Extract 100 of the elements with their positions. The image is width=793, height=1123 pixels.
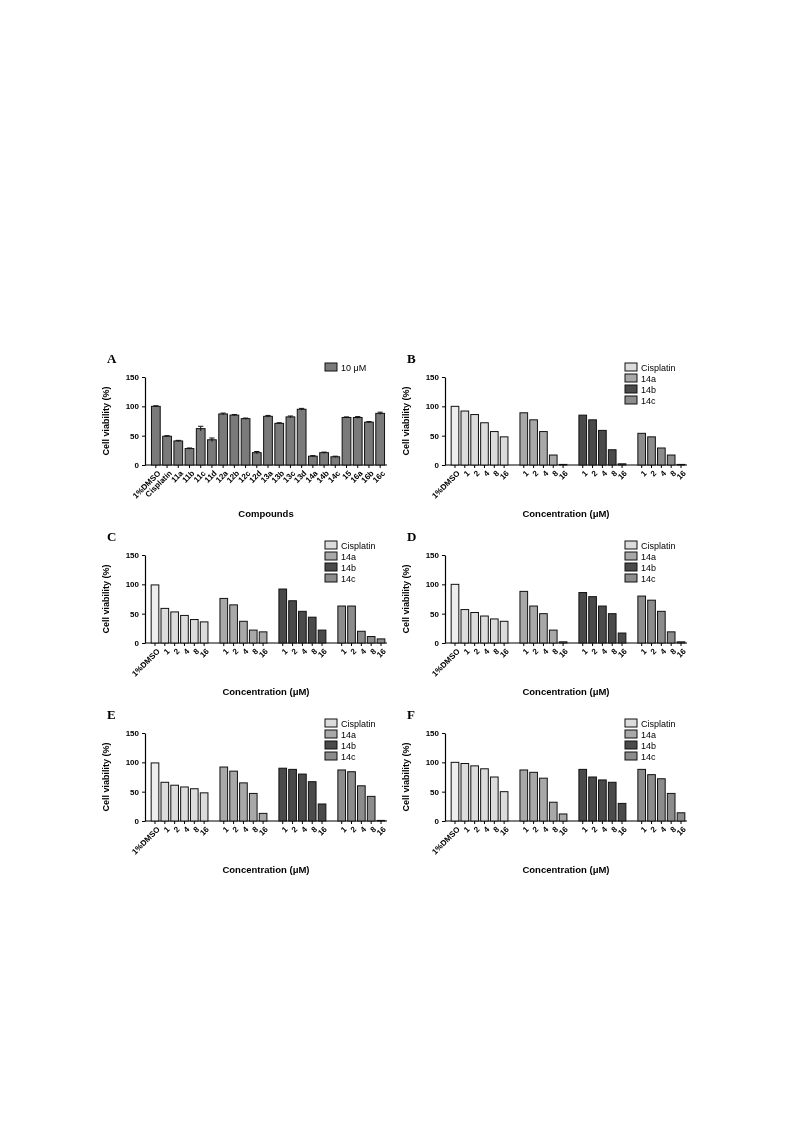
y-tick-label: 50	[130, 609, 140, 619]
x-tick-label: 4	[599, 646, 610, 657]
y-tick-label: 50	[430, 431, 440, 441]
y-axis-title: Cell viability (%)	[101, 564, 111, 634]
x-tick-label: 2	[648, 646, 659, 657]
y-tick-label: 50	[130, 787, 140, 797]
y-tick-label: 50	[430, 609, 440, 619]
y-tick-label: 150	[425, 729, 440, 739]
x-tick-label: 2	[471, 824, 482, 835]
x-tick-label: 2	[589, 824, 600, 835]
x-tick-label: 4	[658, 468, 669, 479]
x-tick-label: 16	[498, 468, 512, 482]
legend-label: 10 μM	[341, 362, 367, 373]
x-axis-title: Concentration (μM)	[522, 686, 610, 697]
x-tick-label: 1	[521, 468, 531, 479]
y-tick-label: 0	[434, 817, 440, 827]
y-tick-label: 100	[425, 402, 440, 412]
x-tick-label: 1	[580, 646, 590, 657]
x-axis-title: Concentration (μM)	[522, 864, 610, 875]
y-axis-title: Cell viability (%)	[401, 564, 411, 634]
y-tick-label: 150	[425, 551, 440, 561]
legend-label: 14a	[641, 729, 657, 740]
y-tick-label: 0	[134, 817, 140, 827]
y-axis-title: Cell viability (%)	[401, 386, 411, 456]
y-tick-label: 150	[125, 729, 140, 739]
x-tick-label: 16	[257, 646, 271, 660]
legend-label: 14b	[641, 740, 657, 751]
x-tick-label: 2	[230, 824, 241, 835]
y-tick-label: 100	[425, 758, 440, 768]
legend-label: 14c	[341, 573, 357, 584]
x-tick-label: 2	[471, 646, 482, 657]
legend-label: 14c	[641, 751, 657, 762]
x-tick-label: 1	[280, 824, 290, 835]
x-tick-label: 1	[638, 468, 649, 479]
legend-label: Cisplatin	[641, 718, 676, 729]
x-tick-label: 1	[338, 646, 349, 657]
x-tick-label: 1	[580, 824, 590, 835]
x-tick-label: 2	[530, 468, 541, 479]
x-tick-label: 2	[648, 468, 659, 479]
x-tick-label: 16	[616, 824, 630, 838]
y-tick-label: 100	[425, 580, 440, 590]
x-tick-label: 4	[540, 646, 551, 657]
x-tick-label: 16	[316, 646, 330, 660]
x-tick-label: 4	[358, 646, 369, 657]
x-tick-label: 2	[348, 824, 359, 835]
x-tick-label: 4	[358, 824, 369, 835]
chart-title: F	[407, 707, 415, 722]
x-tick-label: 4	[599, 824, 610, 835]
legend-label: 14b	[341, 562, 357, 573]
legend-label: 14a	[341, 551, 357, 562]
y-tick-label: 100	[125, 402, 140, 412]
legend-label: 14c	[641, 395, 657, 406]
x-tick-label: 2	[589, 468, 600, 479]
x-tick-label: 2	[171, 824, 182, 835]
x-tick-label: 4	[658, 646, 669, 657]
x-tick-label: 1	[221, 824, 231, 835]
y-tick-label: 0	[434, 639, 440, 649]
y-tick-label: 150	[125, 373, 140, 383]
x-tick-label: 1	[638, 824, 649, 835]
x-tick-label: 16	[498, 646, 512, 660]
y-tick-label: 0	[134, 461, 140, 471]
legend-label: 14b	[341, 740, 357, 751]
legend-label: 14a	[641, 551, 657, 562]
x-tick-label: 16	[557, 646, 571, 660]
chart-title: A	[107, 351, 117, 366]
y-tick-label: 100	[125, 580, 140, 590]
x-tick-label: 4	[540, 468, 551, 479]
x-tick-label: 16	[616, 646, 630, 660]
legend-label: Cisplatin	[641, 540, 676, 551]
x-tick-label: 2	[289, 824, 300, 835]
x-tick-label: 1	[162, 824, 172, 835]
x-tick-label: 16	[616, 468, 630, 482]
x-tick-label: 4	[181, 646, 192, 657]
y-tick-label: 150	[125, 551, 140, 561]
legend-label: 14a	[641, 373, 657, 384]
x-tick-label: 1	[580, 468, 590, 479]
legend-label: 14b	[641, 562, 657, 573]
x-tick-label: 2	[230, 646, 241, 657]
x-tick-label: 16	[257, 824, 271, 838]
x-tick-label: 1	[462, 468, 472, 479]
x-tick-label: 2	[289, 646, 300, 657]
x-tick-label: 4	[299, 646, 310, 657]
y-tick-label: 150	[425, 373, 440, 383]
x-tick-label: 4	[599, 468, 610, 479]
x-tick-label: 1	[162, 646, 172, 657]
x-tick-label: 2	[530, 824, 541, 835]
x-tick-label: 2	[471, 468, 482, 479]
x-tick-label: 1	[521, 824, 531, 835]
legend-label: Cisplatin	[341, 540, 376, 551]
y-tick-label: 0	[134, 639, 140, 649]
x-tick-label: 4	[299, 824, 310, 835]
x-tick-label: 2	[589, 646, 600, 657]
y-tick-label: 50	[430, 787, 440, 797]
x-tick-label: 4	[481, 824, 492, 835]
x-tick-label: 4	[540, 824, 551, 835]
y-tick-label: 0	[434, 461, 440, 471]
x-tick-label: 4	[658, 824, 669, 835]
y-tick-label: 100	[125, 758, 140, 768]
chart-title: B	[407, 351, 416, 366]
x-tick-label: 1	[280, 646, 290, 657]
